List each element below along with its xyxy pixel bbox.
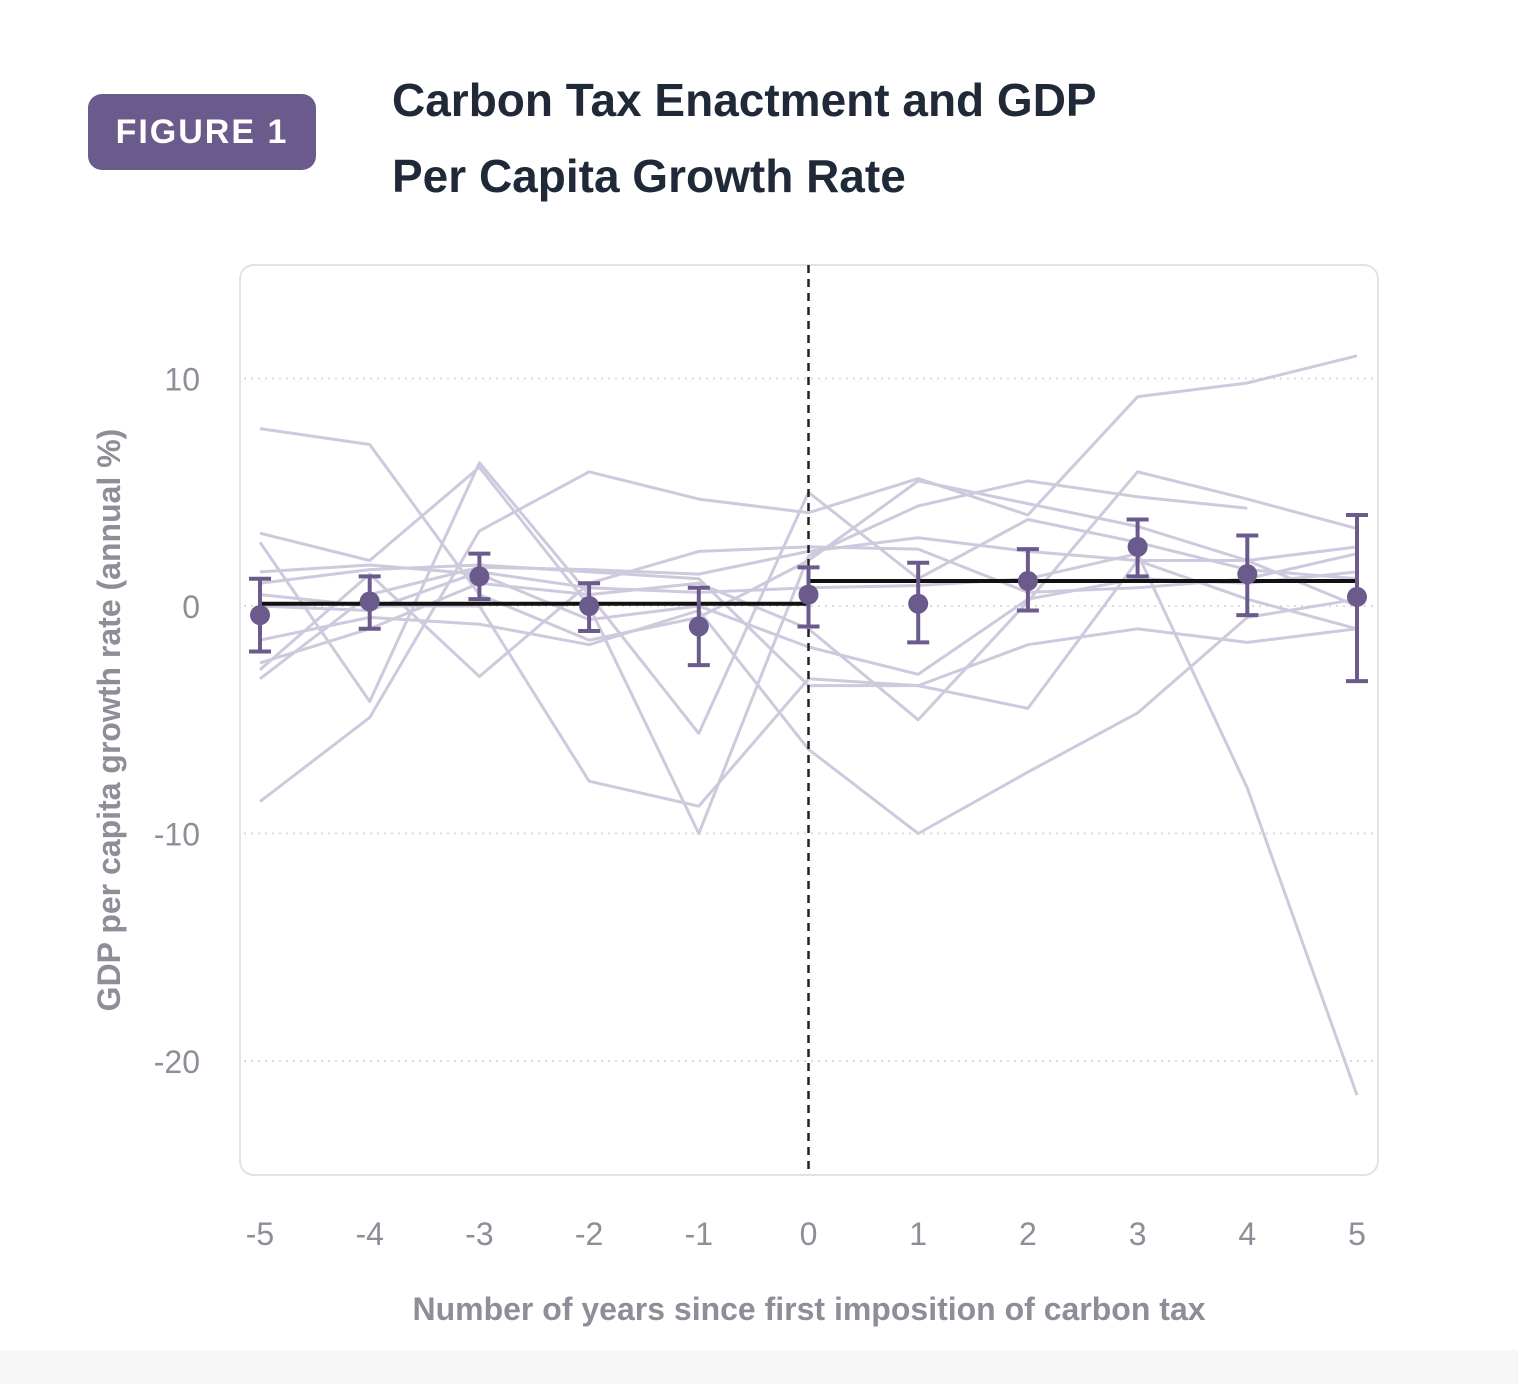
y-tick-label: 10 xyxy=(164,362,200,398)
estimate-point xyxy=(250,605,270,626)
y-tick-label: 0 xyxy=(182,589,200,625)
estimate-point xyxy=(688,616,709,637)
estimate-point xyxy=(908,593,929,614)
country-series-line xyxy=(259,597,1358,835)
x-tick-label: 2 xyxy=(1019,1216,1037,1252)
x-tick-label: -4 xyxy=(355,1216,383,1252)
y-axis-ticks: 10 0 -10 -20 xyxy=(154,362,200,1081)
estimate-point xyxy=(469,566,490,587)
estimate-point xyxy=(1127,536,1148,557)
estimate-point xyxy=(359,591,380,612)
estimate-point xyxy=(1017,570,1038,591)
x-tick-label: -1 xyxy=(685,1216,713,1252)
chart-title-line-2: Per Capita Growth Rate xyxy=(392,150,906,202)
estimate-point xyxy=(798,584,819,605)
y-tick-label: -10 xyxy=(154,817,200,853)
chart-title-line-1: Carbon Tax Enactment and GDP xyxy=(392,74,1097,126)
estimate-points xyxy=(249,513,1368,684)
estimate-point xyxy=(1347,586,1367,607)
chart-title: Carbon Tax Enactment and GDP Per Capita … xyxy=(392,62,1192,214)
x-tick-label: 3 xyxy=(1129,1216,1147,1252)
x-tick-label: 0 xyxy=(800,1216,818,1252)
x-tick-label: -5 xyxy=(246,1216,274,1252)
x-tick-label: 5 xyxy=(1348,1216,1366,1252)
figure-badge: FIGURE 1 xyxy=(88,94,316,170)
period-mean-lines xyxy=(260,578,1357,606)
y-axis-label: GDP per capita growth rate (annual %) xyxy=(91,429,127,1012)
y-tick-label: -20 xyxy=(154,1044,200,1080)
estimate-point xyxy=(579,596,600,616)
x-tick-label: 1 xyxy=(909,1216,927,1252)
x-tick-label: -2 xyxy=(575,1216,603,1252)
estimate-point xyxy=(1237,564,1258,585)
x-tick-label: -3 xyxy=(465,1216,493,1252)
x-axis-label: Number of years since first imposition o… xyxy=(412,1291,1205,1327)
footer-strip xyxy=(0,1350,1518,1384)
x-tick-label: 4 xyxy=(1238,1216,1256,1252)
x-axis-ticks: -5 -4 -3 -2 -1 0 1 2 3 4 5 xyxy=(246,1216,1366,1252)
country-series-line xyxy=(259,354,1358,803)
country-series-line xyxy=(259,470,1358,722)
country-series-line xyxy=(259,465,1248,835)
